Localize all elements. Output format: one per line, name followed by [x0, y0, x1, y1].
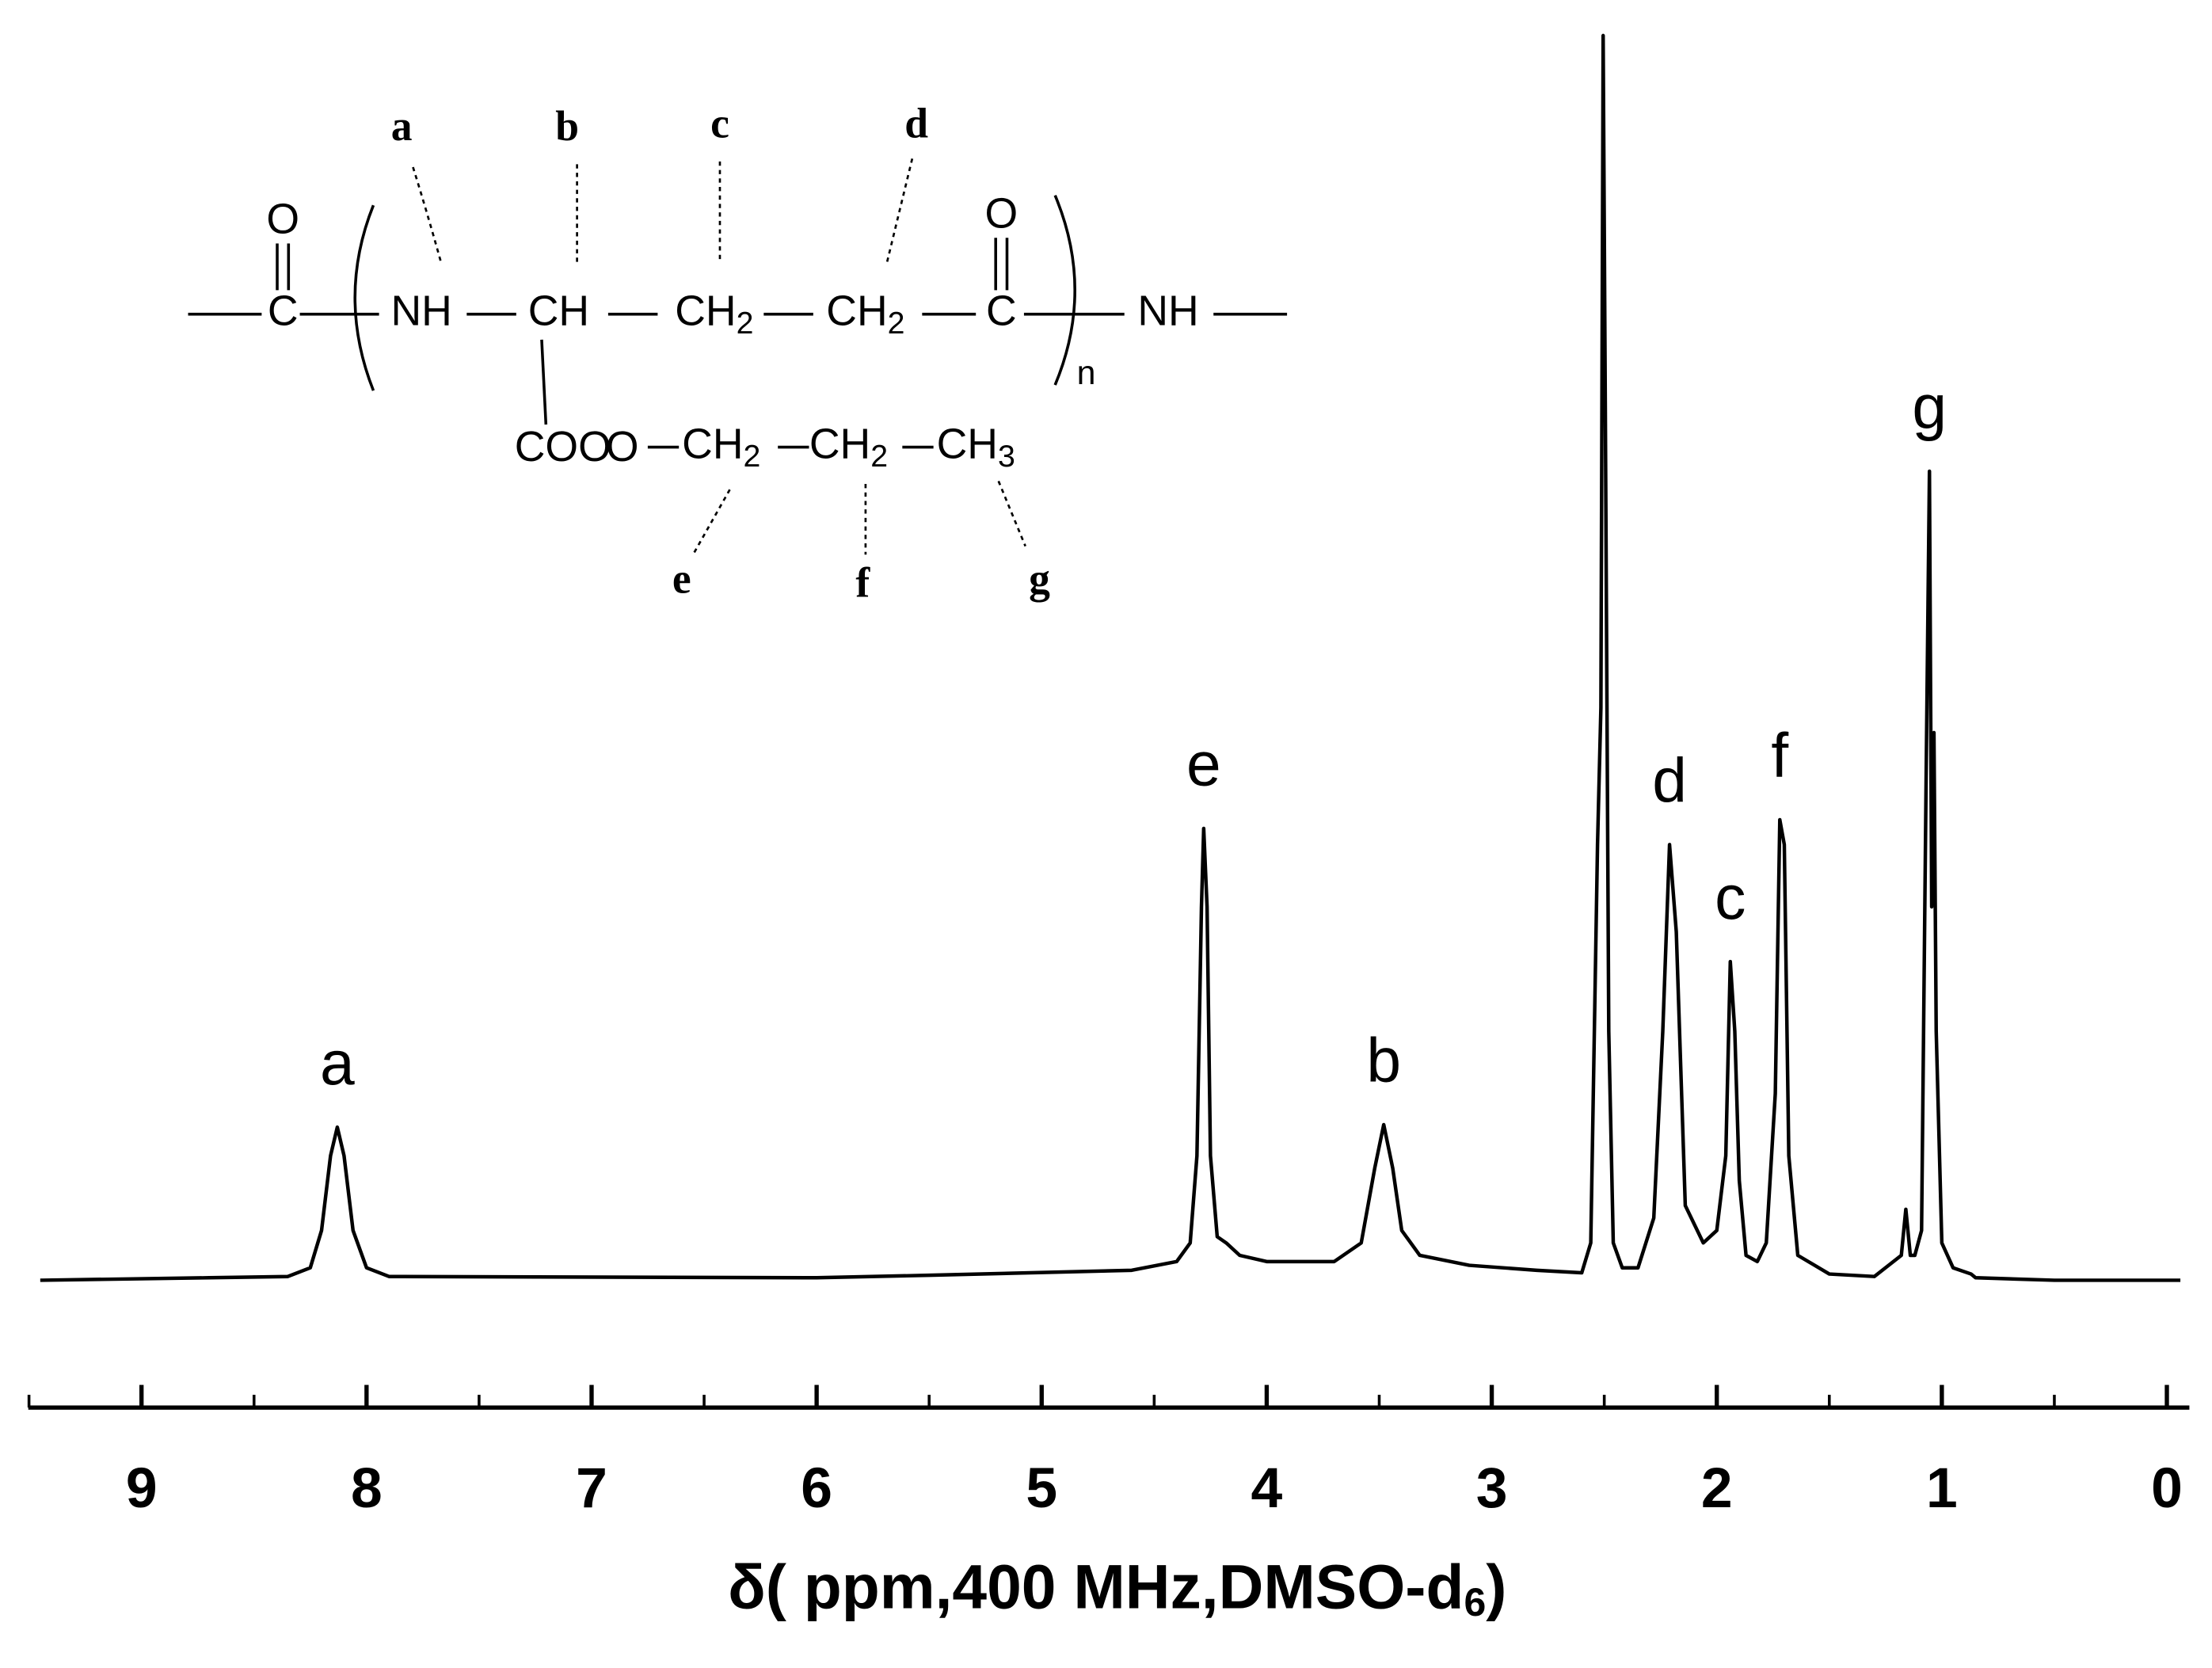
bracket: [353, 204, 375, 391]
atom-group: O: [266, 196, 299, 243]
x-tick-label: 0: [2151, 1457, 2183, 1520]
atom-group: C: [268, 288, 299, 335]
atom-group: C: [986, 288, 1017, 335]
atom-sub: 2: [744, 439, 761, 474]
atom-text: CH: [826, 288, 887, 335]
atom-group: CH2: [809, 421, 888, 474]
x-tick-label: 7: [576, 1457, 607, 1520]
atom-text: CH: [809, 421, 870, 468]
x-tick-label: 6: [801, 1457, 832, 1520]
atom-group: CH2: [675, 288, 753, 341]
peak-label: e: [1186, 729, 1221, 799]
peak-label: c: [1715, 863, 1746, 932]
x-tick-label: 2: [1701, 1457, 1733, 1520]
atom-sub: 2: [870, 439, 888, 474]
atom-group: NH: [390, 288, 451, 335]
x-tick-label: 5: [1026, 1457, 1057, 1520]
atom-group: O: [985, 191, 1018, 238]
bracket: [1053, 195, 1076, 386]
atom-group: CH2: [826, 288, 904, 341]
x-axis-title-text: δ( ppm,400 MHz,DMSO-d: [728, 1552, 1464, 1621]
pointer: [885, 158, 914, 264]
atom-text: CH: [675, 288, 736, 335]
proton-letter: g: [1029, 554, 1050, 602]
atom-text: C: [268, 288, 299, 335]
atom-text: O: [266, 196, 299, 243]
proton-letter: d: [904, 99, 928, 147]
x-tick-label: 3: [1476, 1457, 1508, 1520]
atom-text: O: [606, 424, 639, 470]
proton-letter: e: [672, 554, 691, 602]
spectrum-line: [40, 33, 2181, 1282]
x-axis-title: δ( ppm,400 MHz,DMSO-d6): [728, 1552, 1506, 1624]
atom-group: O: [606, 424, 639, 470]
atom-text: CH: [937, 421, 998, 468]
atom-text: CH: [528, 288, 589, 335]
proton-letter: a: [391, 102, 413, 150]
peak-label: a: [320, 1028, 355, 1098]
pointer: [412, 166, 443, 264]
atom-group: CH: [528, 288, 589, 335]
proton-letter: c: [710, 99, 729, 147]
x-axis-title-end: ): [1486, 1552, 1506, 1621]
atom-text: CH: [682, 421, 743, 468]
proton-letter: b: [555, 102, 579, 150]
bond: [540, 339, 548, 425]
atom-text: O: [985, 191, 1018, 238]
pointer: [997, 480, 1026, 547]
atom-text: C: [986, 288, 1017, 335]
peak-label: d: [1652, 745, 1687, 815]
atom-sub: 2: [888, 306, 905, 341]
atom-sub: 3: [998, 439, 1015, 474]
peak-label: b: [1366, 1026, 1401, 1095]
atom-group: NH: [1137, 288, 1198, 335]
atom-group: COO: [515, 424, 611, 470]
peak-label: f: [1771, 721, 1788, 790]
x-tick-label: 4: [1251, 1457, 1283, 1520]
x-tick-label: 1: [1926, 1457, 1958, 1520]
atom-text: COO: [515, 424, 611, 470]
proton-letter: f: [855, 559, 870, 607]
x-tick-label: 8: [351, 1457, 383, 1520]
pointer: [691, 489, 731, 555]
atom-text: NH: [390, 288, 451, 335]
atom-group: CH2: [682, 421, 760, 474]
atom-sub: 2: [737, 306, 754, 341]
atom-text: NH: [1137, 288, 1198, 335]
x-tick-label: 9: [126, 1457, 158, 1520]
atom-group: CH3: [937, 421, 1015, 474]
x-axis-title-sub: 6: [1464, 1580, 1486, 1624]
peak-label: g: [1912, 372, 1947, 442]
repeat-index: n: [1077, 354, 1096, 392]
